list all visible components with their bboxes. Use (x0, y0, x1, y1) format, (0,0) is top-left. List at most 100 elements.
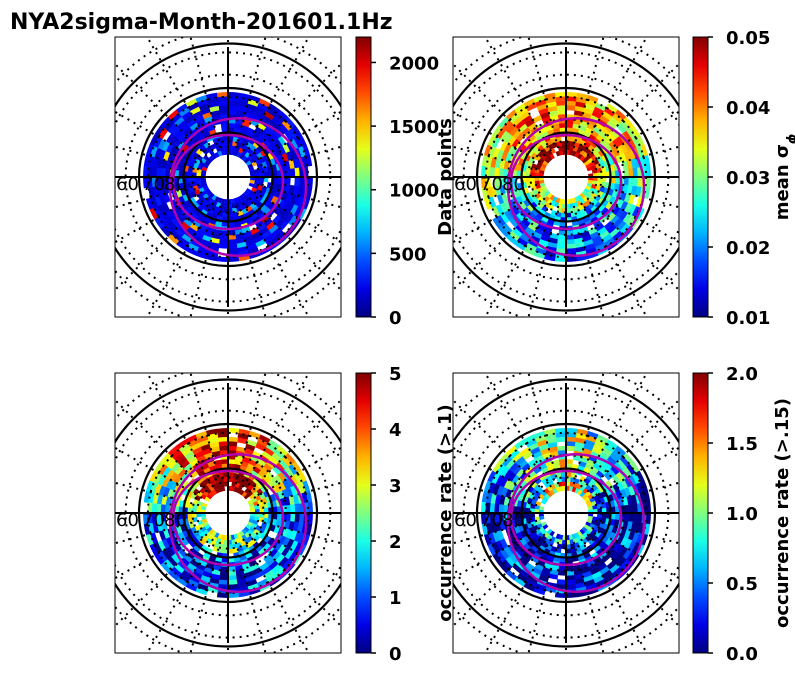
heatmap-cell (150, 532, 159, 545)
heatmap-cell (255, 544, 264, 553)
heatmap-cell (518, 123, 529, 134)
heatmap-cell (590, 541, 598, 549)
heatmap-cell (157, 138, 167, 151)
heatmap-cell (509, 462, 519, 473)
heatmap-cell (197, 134, 206, 142)
heatmap-cell (189, 238, 202, 248)
heatmap-cell (499, 202, 509, 214)
polar-panel-top-left: 60 70 80 (114, 36, 342, 318)
heatmap-cell (208, 155, 215, 162)
heatmap-cell (231, 481, 237, 488)
heatmap-cell (246, 439, 258, 448)
heatmap-cell (532, 495, 540, 502)
heatmap-cell (252, 205, 260, 213)
heatmap-cell (535, 134, 544, 142)
meridian-dotted (572, 541, 605, 653)
heatmap-cell (538, 443, 549, 452)
meridian-dotted (591, 527, 679, 580)
meridian-dotted (527, 205, 560, 317)
heatmap-cell (228, 539, 233, 545)
heatmap-cell (492, 147, 501, 159)
heatmap-cell (271, 465, 282, 476)
heatmap-cell (162, 212, 172, 224)
heatmap-cell (258, 508, 264, 513)
heatmap-cell (592, 219, 602, 228)
heatmap-cell (512, 177, 518, 185)
heatmap-cell (158, 127, 168, 140)
heatmap-cell (220, 486, 226, 492)
heatmap-cell (534, 141, 542, 149)
heatmap-cell (265, 107, 278, 117)
heatmap-cell (618, 210, 629, 221)
meridian-dotted (248, 398, 341, 493)
heatmap-cell (627, 194, 636, 205)
heatmap-cell (594, 578, 607, 588)
heatmap-cell (608, 531, 616, 540)
lat-label-80: 80 (164, 174, 187, 195)
heatmap-cell (281, 488, 289, 499)
heatmap-cell (245, 524, 252, 530)
heatmap-cell (561, 477, 566, 483)
heatmap-cell (550, 483, 556, 490)
heatmap-cell (217, 197, 223, 204)
heatmap-cell (558, 459, 566, 465)
heatmap-cell (603, 220, 614, 231)
heatmap-cell (588, 212, 597, 220)
heatmap-cell (541, 131, 549, 139)
heatmap-cell (263, 171, 269, 177)
heatmap-cell (576, 536, 582, 543)
heatmap-cell (249, 505, 255, 511)
heatmap-cell (592, 462, 602, 471)
heatmap-cell (627, 512, 634, 522)
heatmap-cell (196, 99, 209, 108)
heatmap-cell (260, 161, 268, 168)
heatmap-cell (248, 208, 256, 216)
heatmap-cell (270, 485, 278, 495)
heatmap-cell (544, 493, 551, 500)
heatmap-cell (196, 205, 204, 213)
colorbar-label: occurrence rate (>.1) (435, 404, 456, 621)
heatmap-cell (263, 463, 273, 473)
heatmap-cell (154, 195, 163, 207)
heatmap-cell (153, 136, 163, 149)
heatmap-cell (235, 478, 242, 485)
heatmap-cell (259, 532, 267, 541)
heatmap-cell (635, 481, 644, 494)
heatmap-cell (274, 483, 282, 493)
heatmap-cell (254, 219, 264, 228)
heatmap-cell (598, 161, 606, 168)
heatmap-cell (492, 461, 503, 474)
heatmap-cell (496, 214, 507, 227)
heatmap-cell (555, 100, 566, 107)
heatmap-cell (243, 448, 254, 456)
heatmap-cell (601, 199, 609, 208)
heatmap-cell (582, 234, 592, 242)
meridian-dotted (253, 110, 341, 163)
heatmap-cell (245, 188, 252, 194)
heatmap-cell (158, 550, 169, 563)
heatmap-cell (623, 151, 631, 161)
heatmap-cell (556, 579, 567, 585)
meridian-dotted (248, 197, 341, 292)
heatmap-cell (187, 171, 193, 178)
heatmap-cell (505, 123, 516, 134)
heatmap-cell (616, 556, 627, 567)
axes-frame (452, 36, 680, 318)
heatmap-cell (178, 443, 191, 454)
heatmap-cell (535, 548, 544, 556)
heatmap-cell (622, 452, 634, 465)
heatmap-cell (538, 544, 547, 552)
heatmap-cell (212, 200, 218, 207)
heatmap-cell (527, 122, 538, 132)
heatmap-cell (293, 472, 303, 485)
meridian-dotted (115, 446, 203, 499)
heatmap-cell (623, 192, 631, 203)
heatmap-cell (184, 114, 195, 125)
heatmap-cell (534, 504, 541, 510)
colorbar-tick-label: 0.03 (726, 168, 770, 189)
heatmap-cell (516, 212, 526, 222)
heatmap-cell (525, 102, 538, 112)
colorbar-tick-label: 4 (389, 420, 402, 441)
heatmap-cell (187, 578, 200, 588)
heatmap-cell (514, 240, 527, 251)
